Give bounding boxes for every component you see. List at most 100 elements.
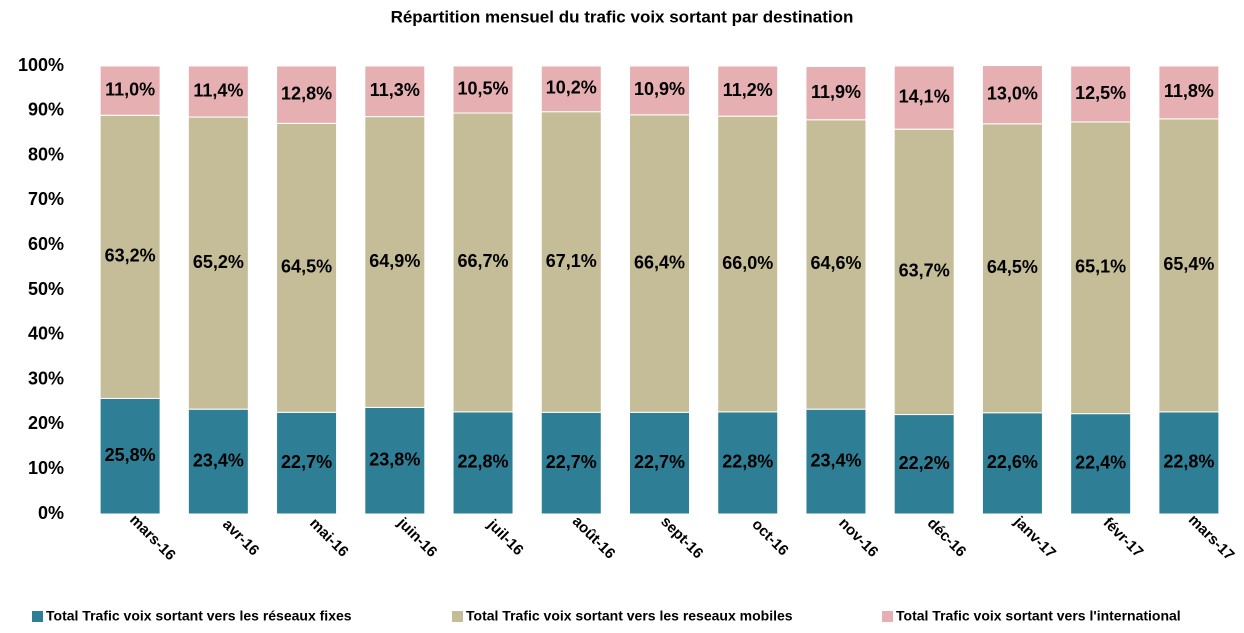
bar-segment (1158, 65, 1220, 120)
value-label: 23,4% (193, 450, 244, 470)
legend-marker (882, 611, 893, 622)
bar-segment (99, 65, 161, 116)
bar-segment (276, 65, 338, 124)
y-tick-label: 30% (28, 368, 64, 388)
bar-segment (187, 408, 249, 515)
bar-segment (629, 411, 690, 515)
value-label: 11,3% (370, 80, 420, 100)
value-label: 13,0% (987, 83, 1038, 103)
x-tick-label: mars-17 (1185, 511, 1238, 564)
value-label: 11,4% (193, 80, 243, 100)
value-label: 23,8% (369, 449, 420, 469)
bar-segment (99, 114, 161, 399)
value-label: 11,8% (1164, 81, 1214, 101)
value-label: 10,2% (546, 78, 597, 98)
x-tick-label: sept-16 (657, 513, 706, 562)
bar-segment (540, 65, 602, 113)
bar-segment (452, 65, 514, 114)
bar-segment (540, 411, 602, 515)
bar-segment (629, 114, 690, 413)
y-tick-label: 100% (18, 55, 64, 75)
x-tick-label: déc-16 (924, 515, 970, 561)
y-tick-label: 0% (38, 503, 64, 523)
x-tick-label: avr-16 (219, 516, 262, 559)
x-tick-label: mai-16 (306, 515, 352, 561)
value-label: 64,6% (810, 253, 861, 273)
legend-label: Total Trafic voix sortant vers l'interna… (896, 608, 1181, 624)
bar-segment (717, 411, 779, 515)
bar-segment (187, 116, 249, 410)
bar-segment (893, 414, 955, 515)
value-label: 66,0% (722, 253, 773, 273)
value-label: 14,1% (899, 86, 950, 106)
value-label: 12,8% (281, 83, 332, 103)
value-label: 11,9% (811, 82, 861, 102)
value-label: 22,8% (1163, 452, 1214, 472)
bar-segment (981, 412, 1043, 515)
value-label: 22,7% (546, 452, 597, 472)
legend-marker (452, 611, 463, 622)
value-label: 11,0% (105, 79, 155, 99)
y-tick-label: 50% (28, 279, 64, 299)
value-label: 66,7% (458, 251, 509, 271)
bar-segment (364, 65, 426, 118)
value-label: 67,1% (546, 251, 597, 271)
bar-segment (1070, 121, 1132, 415)
y-tick-label: 80% (28, 144, 64, 164)
value-label: 23,4% (810, 450, 861, 470)
y-tick-label: 70% (28, 189, 64, 209)
value-label: 10,5% (458, 78, 509, 98)
value-label: 12,5% (1075, 83, 1126, 103)
y-tick-label: 20% (28, 413, 64, 433)
value-label: 22,2% (899, 453, 950, 473)
value-label: 22,8% (722, 452, 773, 472)
value-label: 65,2% (193, 252, 244, 272)
bar-segment (717, 115, 779, 413)
y-tick-label: 10% (28, 458, 64, 478)
value-label: 25,8% (105, 445, 156, 465)
y-tick-label: 90% (28, 100, 64, 120)
bar-segment (805, 408, 867, 515)
value-label: 11,2% (723, 80, 773, 100)
bar-segment (276, 122, 338, 413)
y-tick-label: 60% (28, 234, 64, 254)
bar-segment (629, 65, 690, 116)
x-tick-label: oct-16 (748, 516, 791, 559)
bar-segment (364, 116, 426, 408)
bar-segment (1070, 65, 1132, 123)
value-label: 64,5% (987, 257, 1038, 277)
bar-segment (452, 411, 514, 515)
bar-segment (805, 65, 867, 121)
x-tick-label: mars-16 (126, 511, 179, 564)
bar-segment (893, 65, 955, 130)
y-tick-label: 40% (28, 324, 64, 344)
value-label: 64,5% (281, 257, 332, 277)
bar-segment (187, 65, 249, 118)
bar-segment (1070, 413, 1132, 515)
x-tick-label: juil-16 (483, 516, 526, 559)
bar-segment (99, 397, 161, 515)
value-label: 66,4% (634, 252, 685, 272)
bar-segment (981, 65, 1043, 125)
x-tick-label: févr-17 (1100, 514, 1147, 561)
value-label: 22,7% (634, 452, 685, 472)
legend-label: Total Trafic voix sortant vers les resea… (466, 608, 793, 624)
bar-segment (893, 128, 955, 416)
legend-label: Total Trafic voix sortant vers les résea… (46, 608, 352, 624)
bar-segment (717, 65, 779, 117)
value-label: 22,4% (1075, 453, 1126, 473)
bar-segment (981, 123, 1043, 414)
x-tick-label: janv-17 (1010, 513, 1059, 562)
bar-segment (540, 111, 602, 413)
x-tick-label: nov-16 (835, 515, 881, 561)
value-label: 63,2% (105, 246, 156, 266)
legend-marker (32, 611, 43, 622)
bar-segment (1158, 118, 1220, 413)
value-label: 22,8% (458, 452, 509, 472)
chart-title: Répartition mensuel du trafic voix sorta… (391, 7, 854, 26)
value-label: 64,9% (369, 251, 420, 271)
x-tick-label: août-16 (569, 513, 619, 563)
bar-segment (364, 406, 426, 515)
x-tick-label: juin-16 (393, 514, 440, 561)
